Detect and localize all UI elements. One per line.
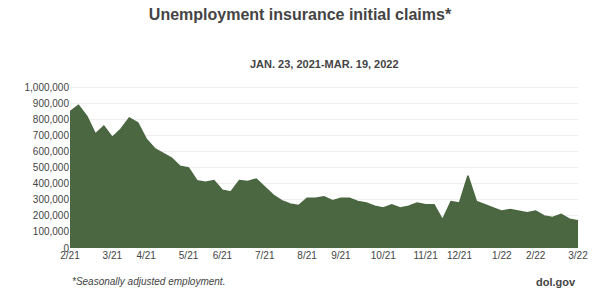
svg-text:12/21: 12/21: [447, 250, 472, 261]
svg-text:9/21: 9/21: [331, 250, 351, 261]
svg-text:1,000,000: 1,000,000: [25, 82, 70, 93]
svg-text:8/21: 8/21: [297, 250, 317, 261]
svg-text:6/21: 6/21: [213, 250, 233, 261]
svg-text:*Seasonally adjusted employmen: *Seasonally adjusted employment.: [72, 276, 225, 287]
svg-text:3/22: 3/22: [568, 250, 588, 261]
svg-text:700,000: 700,000: [33, 130, 70, 141]
svg-text:dol.gov: dol.gov: [536, 276, 576, 288]
svg-text:400,000: 400,000: [33, 178, 70, 189]
svg-text:3/21: 3/21: [103, 250, 123, 261]
svg-text:2/21: 2/21: [60, 250, 80, 261]
svg-text:300,000: 300,000: [33, 194, 70, 205]
svg-text:600,000: 600,000: [33, 146, 70, 157]
svg-text:800,000: 800,000: [33, 114, 70, 125]
svg-text:0: 0: [63, 243, 69, 254]
svg-text:200,000: 200,000: [33, 210, 70, 221]
svg-text:900,000: 900,000: [33, 98, 70, 109]
svg-text:11/21: 11/21: [413, 250, 438, 261]
svg-text:Unemployment insurance initial: Unemployment insurance initial claims*: [149, 6, 452, 23]
svg-text:100,000: 100,000: [33, 226, 70, 237]
svg-text:4/21: 4/21: [136, 250, 156, 261]
svg-text:5/21: 5/21: [179, 250, 199, 261]
svg-text:2/22: 2/22: [526, 250, 546, 261]
svg-text:10/21: 10/21: [371, 250, 396, 261]
svg-text:500,000: 500,000: [33, 162, 70, 173]
svg-text:7/21: 7/21: [255, 250, 275, 261]
svg-text:1/22: 1/22: [492, 250, 512, 261]
svg-text:JAN. 23, 2021-MAR. 19, 2022: JAN. 23, 2021-MAR. 19, 2022: [250, 58, 399, 70]
